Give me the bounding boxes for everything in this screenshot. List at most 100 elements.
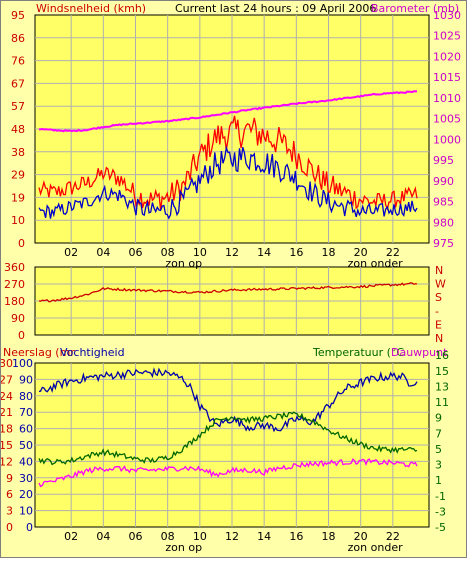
y-tick-label: 70 [19,406,33,419]
y-tick-label: 90 [19,373,33,386]
y-tick-label: 29 [11,169,25,182]
series-lines [38,90,418,488]
y-tick-label: 60 [19,423,33,436]
temperature-line [38,411,418,466]
y-tick-label: 86 [11,32,25,45]
wind-speed-axis-title: Windsnelheid (kmh) [36,2,146,15]
x-tick-label: 22 [386,530,400,543]
y-tick-label: 11 [435,396,449,409]
x-tick-label: 22 [386,246,400,259]
y-tick-label: 1020 [433,50,461,63]
y-tick-label: 0 [18,237,25,250]
x-tick-label: 06 [129,246,143,259]
y-tick-label: 48 [11,123,25,136]
y-tick-label: 180 [4,295,25,308]
dewpoint-axis-title: Dauwpunt [391,346,448,359]
x-tick-label: 02 [64,246,78,259]
x-tick-label: 14 [257,530,271,543]
y-tick-label: 1010 [433,92,461,105]
y-tick-label: 0 [6,521,13,534]
x-tick-label: 10 [193,530,207,543]
y-tick-label: 3 [6,505,13,518]
y-tick-label: 360 [4,261,25,274]
x-tick-label: 18 [322,246,336,259]
x-tick-label: 16 [289,530,303,543]
wind-speed-line [38,145,418,220]
x-tick-label: 10 [193,246,207,259]
y-tick-label: 19 [11,191,25,204]
y-tick-label: 100 [12,357,33,370]
y-tick-label: 3 [435,459,442,472]
temperature-axis-title: Temperatuur (°C [312,346,404,359]
y-tick-label: 57 [11,100,25,113]
y-tick-label: 20 [19,488,33,501]
y-tick-label: 975 [433,237,454,250]
y-tick-label: 50 [19,439,33,452]
sunrise-label: zon op [165,257,202,270]
compass-tick-label: S [435,291,442,304]
chart-title: Current last 24 hours : 09 April 2006 [175,2,376,15]
y-tick-label: 1 [435,474,442,487]
y-tick-label: -1 [435,490,446,503]
sunrise-label: zon op [165,541,202,554]
y-tick-label: 76 [11,55,25,68]
y-tick-label: 985 [433,196,454,209]
x-tick-label: 20 [354,530,368,543]
x-tick-label: 08 [161,530,175,543]
x-tick-label: 14 [257,246,271,259]
y-tick-label: 6 [6,488,13,501]
x-tick-label: 08 [161,246,175,259]
x-axis-labels: 02 04 06 08 10 12 14 16 18 20 22 zon op zon onder 02 0… [64,246,403,554]
sunset-label: zon onder [348,257,403,270]
y-tick-label: 1030 [433,9,461,22]
y-tick-label: 5 [435,443,442,456]
y-tick-label: 16 [435,349,449,362]
x-tick-label: 20 [354,246,368,259]
wind-direction-grid [35,267,429,335]
y-tick-label: 24 [1,390,13,403]
y-tick-label: 0 [26,521,33,534]
y-tick-label: 67 [11,77,25,90]
y-tick-label: 980 [433,216,454,229]
y-tick-label: 9 [435,412,442,425]
barometer-line [38,90,418,133]
wind-gust-line [38,115,418,211]
x-tick-label: 16 [289,246,303,259]
y-tick-label: 38 [11,146,25,159]
y-tick-label: 30 [19,472,33,485]
y-tick-label: 10 [11,214,25,227]
y-tick-label: 0 [18,329,25,342]
y-tick-label: 10 [19,505,33,518]
y-tick-label: 18 [1,423,13,436]
y-tick-label: 95 [11,9,25,22]
humidity-line [38,367,418,433]
compass-tick-label: W [435,278,446,291]
compass-tick-label: N [435,264,443,277]
y-tick-label: 13 [435,380,449,393]
y-tick-label: 30 [1,357,13,370]
y-tick-label: -5 [435,521,446,534]
y-tick-label: 15 [1,439,13,452]
precipitation-axis-title: Neerslag (mr [3,346,75,359]
y-tick-label: 990 [433,175,454,188]
y-tick-label: -3 [435,505,446,518]
y-tick-label: 1025 [433,30,461,43]
x-tick-label: 12 [225,246,239,259]
y-tick-label: 21 [1,406,13,419]
dewpoint-line [38,458,418,488]
y-tick-label: 7 [435,427,442,440]
compass-tick-label: E [435,318,442,331]
y-tick-label: 90 [11,312,25,325]
y-tick-label: 40 [19,455,33,468]
x-tick-label: 06 [129,530,143,543]
x-tick-label: 02 [64,530,78,543]
x-tick-label: 18 [322,530,336,543]
x-tick-label: 04 [96,246,110,259]
y-tick-label: 80 [19,390,33,403]
compass-tick-label: N [435,332,443,345]
y-tick-label: 995 [433,154,454,167]
y-tick-label: 15 [435,365,449,378]
wind-direction-line [38,282,418,303]
